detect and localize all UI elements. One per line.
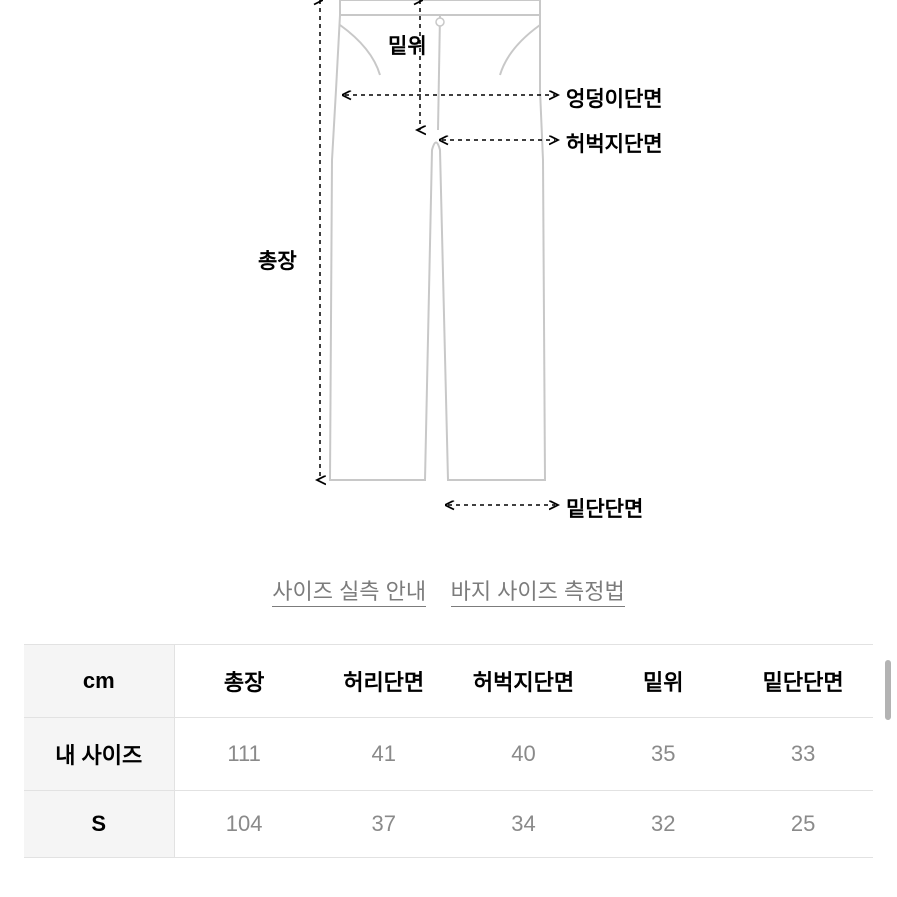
cell: 33 [733, 718, 873, 791]
table-header-row: cm 총장 허리단면 허벅지단면 밑위 밑단단면 [24, 645, 873, 718]
cell: 35 [593, 718, 733, 791]
label-thigh: 허벅지단면 [566, 128, 663, 158]
cell: 34 [454, 791, 594, 858]
label-rise: 밑위 [388, 30, 427, 60]
pants-diagram: 밑위 엉덩이단면 허벅지단면 총장 밑단단면 [0, 0, 897, 560]
table-row: 내 사이즈 111 41 40 35 33 [24, 718, 873, 791]
col-waist: 허리단면 [314, 645, 454, 718]
col-rise: 밑위 [593, 645, 733, 718]
label-hip: 엉덩이단면 [566, 83, 663, 113]
label-length: 총장 [258, 245, 297, 275]
cell: 41 [314, 718, 454, 791]
pants-svg [0, 0, 897, 560]
col-length: 총장 [174, 645, 314, 718]
table-row: S 104 37 34 32 25 [24, 791, 873, 858]
cell: 40 [454, 718, 594, 791]
cell: 104 [174, 791, 314, 858]
cell: 32 [593, 791, 733, 858]
link-measure-method[interactable]: 바지 사이즈 측정법 [451, 579, 625, 607]
row-label-s: S [24, 791, 174, 858]
link-size-guide[interactable]: 사이즈 실측 안내 [272, 579, 426, 607]
cell: 37 [314, 791, 454, 858]
row-label-mysize: 내 사이즈 [24, 718, 174, 791]
col-hem: 밑단단면 [733, 645, 873, 718]
scrollbar-thumb[interactable] [885, 660, 891, 720]
cell: 111 [174, 718, 314, 791]
size-table: cm 총장 허리단면 허벅지단면 밑위 밑단단면 내 사이즈 111 41 40… [24, 644, 873, 858]
label-hem: 밑단단면 [566, 493, 643, 523]
pants-outline [330, 0, 545, 480]
help-links: 사이즈 실측 안내 바지 사이즈 측정법 [0, 574, 897, 606]
size-table-wrap: cm 총장 허리단면 허벅지단면 밑위 밑단단면 내 사이즈 111 41 40… [0, 644, 897, 858]
col-thigh: 허벅지단면 [454, 645, 594, 718]
cell: 25 [733, 791, 873, 858]
unit-header: cm [24, 645, 174, 718]
